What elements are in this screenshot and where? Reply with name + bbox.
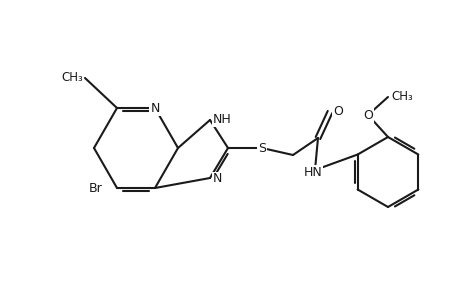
Text: O: O	[362, 109, 372, 122]
Text: Br: Br	[89, 182, 103, 194]
Text: CH₃: CH₃	[390, 89, 412, 103]
Text: CH₃: CH₃	[61, 70, 83, 83]
Text: NH: NH	[213, 112, 231, 125]
Text: O: O	[332, 104, 342, 118]
Text: N: N	[150, 101, 159, 115]
Text: N: N	[213, 172, 222, 185]
Text: S: S	[257, 142, 265, 154]
Text: HN: HN	[303, 166, 322, 178]
